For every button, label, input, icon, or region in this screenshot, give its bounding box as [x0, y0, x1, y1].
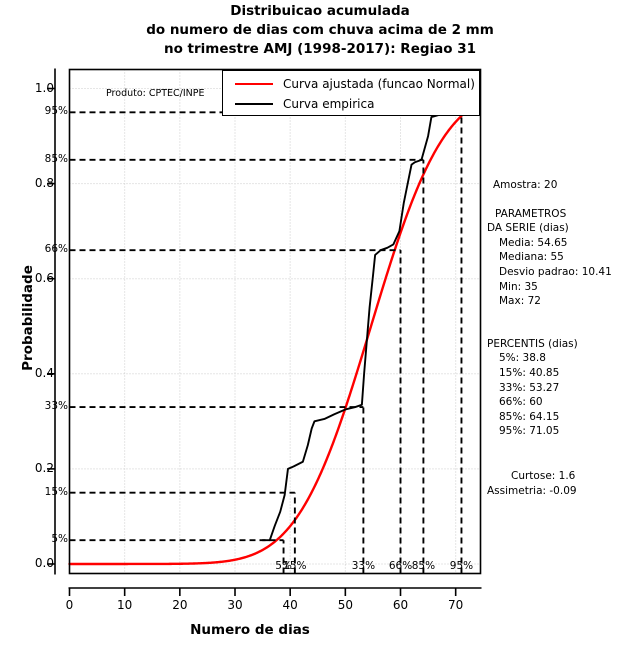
x-tick-label: 30	[227, 597, 243, 612]
x-tick-label: 0	[65, 597, 74, 612]
plot-frame	[68, 68, 482, 575]
stat-min: Min: 35	[499, 280, 538, 293]
statistics-panel: Amostra: 20 PARAMETROS DA SERIE (dias) M…	[487, 178, 640, 498]
stat-percentile-5: 5%: 38.8	[499, 352, 546, 365]
stat-percentile-33: 33%: 53.27	[499, 381, 560, 394]
series-line-fitted	[68, 114, 463, 566]
legend-item-empirical: Curva empirica	[223, 93, 374, 114]
stat-percentile-66: 66%: 60	[499, 396, 543, 409]
stat-skewness: Assimetria: -0.09	[487, 484, 577, 497]
percentile-value-label-66: 66%	[388, 559, 413, 572]
percentile-value-label-15: 15%	[283, 559, 307, 572]
y-tick-label: 0.8	[34, 175, 54, 190]
x-axis-title: Numero de dias	[190, 622, 310, 638]
x-tick-label: 40	[282, 597, 298, 612]
percentile-value-label-85: 85%	[411, 559, 436, 572]
stat-sample-size: Amostra: 20	[493, 179, 558, 191]
x-tick-label: 70	[448, 597, 464, 612]
stat-percentile-95: 95%: 71.05	[499, 425, 560, 438]
percentile-value-label-5: 5%	[275, 559, 292, 572]
stat-kurtosis: Curtose: 1.6	[511, 469, 576, 482]
stat-max: Max: 72	[499, 295, 541, 308]
legend-item-fitted: Curva ajustada (funcao Normal)	[223, 73, 475, 94]
percentile-prob-label-66: 66%	[44, 243, 68, 256]
title-line-2: do numero de dias com chuva acima de 2 m…	[146, 22, 494, 38]
y-tick-label: 0.2	[34, 460, 54, 475]
series-line-empirical	[261, 87, 468, 542]
stat-parameters-heading-2: DA SERIE (dias)	[487, 222, 569, 235]
stat-median: Mediana: 55	[499, 251, 564, 264]
y-tick-label: 0.4	[34, 365, 54, 380]
percentile-prob-label-15: 15%	[44, 485, 68, 498]
x-tick-label: 20	[172, 597, 188, 612]
stat-stddev: Desvio padrao: 10.41	[499, 265, 612, 278]
legend-swatch-fitted	[235, 82, 273, 85]
legend-label-fitted: Curva ajustada (funcao Normal)	[283, 76, 475, 91]
chart-legend: Curva ajustada (funcao Normal) Curva emp…	[222, 70, 480, 116]
x-tick-label: 50	[337, 597, 353, 612]
percentile-prob-label-85: 85%	[44, 152, 68, 165]
percentile-value-label-33: 33%	[351, 559, 376, 572]
stat-percentile-85: 85%: 64.15	[499, 410, 560, 423]
stat-parameters-heading-1: PARAMETROS	[495, 207, 567, 220]
y-tick-label: 0.0	[34, 555, 54, 570]
legend-swatch-empirical	[235, 102, 273, 105]
percentile-value-label-95: 95%	[449, 559, 474, 572]
title-line-3: no trimestre AMJ (1998-2017): Regiao 31	[163, 41, 477, 57]
percentile-prob-label-33: 33%	[44, 400, 68, 413]
produto-label: Produto: CPTEC/INPE	[106, 88, 205, 99]
stat-percentiles-heading: PERCENTIS (dias)	[487, 337, 578, 350]
y-tick-label: 0.6	[34, 270, 54, 285]
legend-label-empirical: Curva empirica	[283, 96, 375, 111]
percentile-prob-label-5: 5%	[51, 533, 68, 546]
stat-percentile-15: 15%: 40.85	[499, 366, 560, 379]
title-line-1: Distribuicao acumulada	[230, 3, 410, 19]
page-title: Distribuicao acumulada do numero de dias…	[0, 2, 640, 59]
x-tick-label: 10	[117, 597, 133, 612]
percentile-prob-label-95: 95%	[44, 105, 68, 118]
x-tick-label: 60	[392, 597, 409, 612]
y-tick-label: 1.0	[34, 80, 54, 95]
stat-mean: Media: 54.65	[499, 236, 568, 249]
